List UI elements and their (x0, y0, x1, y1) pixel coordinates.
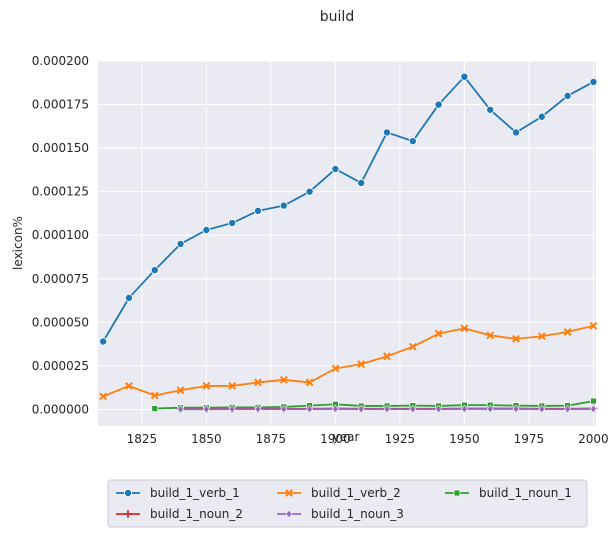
legend-swatch-marker (124, 489, 131, 496)
data-point (538, 113, 545, 120)
y-tick-label: 0.000175 (32, 98, 89, 112)
data-point (358, 179, 365, 186)
x-tick-label: 1925 (385, 432, 416, 446)
y-tick-label: 0.000125 (32, 185, 89, 199)
data-point (461, 73, 468, 80)
data-point (383, 129, 390, 136)
x-tick-label: 1875 (256, 432, 287, 446)
legend-label: build_1_noun_3 (311, 507, 404, 521)
y-tick-label: 0.000150 (32, 141, 89, 155)
data-point (152, 406, 158, 412)
x-axis-label: year (333, 430, 360, 444)
data-point (254, 207, 261, 214)
data-point (487, 106, 494, 113)
data-point (100, 338, 107, 345)
y-tick-label: 0.000050 (32, 315, 89, 329)
x-tick-label: 1975 (514, 432, 545, 446)
legend-swatch-marker (454, 490, 460, 496)
data-point (409, 138, 416, 145)
data-point (590, 78, 597, 85)
x-tick-label: 1825 (127, 432, 158, 446)
x-tick-label: 2000 (578, 432, 609, 446)
data-point (306, 188, 313, 195)
y-tick-label: 0.000075 (32, 272, 89, 286)
data-point (229, 219, 236, 226)
y-tick-label: 0.000100 (32, 228, 89, 242)
data-point (435, 101, 442, 108)
data-point (203, 226, 210, 233)
y-axis-label: lexicon% (11, 216, 25, 270)
data-point (151, 266, 158, 273)
x-tick-label: 1850 (191, 432, 222, 446)
data-point (564, 92, 571, 99)
legend-label: build_1_noun_2 (150, 507, 243, 521)
data-point (125, 294, 132, 301)
data-point (512, 129, 519, 136)
legend-label: build_1_noun_1 (479, 486, 572, 500)
data-point (280, 202, 287, 209)
y-tick-label: 0.000000 (32, 402, 89, 416)
legend-label: build_1_verb_2 (311, 486, 401, 500)
legend: build_1_verb_1 build_1_verb_2 build_1_noun… (108, 480, 587, 527)
chart-title: build (320, 9, 354, 25)
data-point (177, 240, 184, 247)
legend-label: build_1_verb_1 (150, 486, 240, 500)
x-tick-label: 1950 (449, 432, 480, 446)
plot-background (98, 61, 596, 426)
y-tick-label: 0.000025 (32, 359, 89, 373)
y-tick-label: 0.000200 (32, 54, 89, 68)
data-point (332, 165, 339, 172)
data-point (590, 398, 596, 404)
